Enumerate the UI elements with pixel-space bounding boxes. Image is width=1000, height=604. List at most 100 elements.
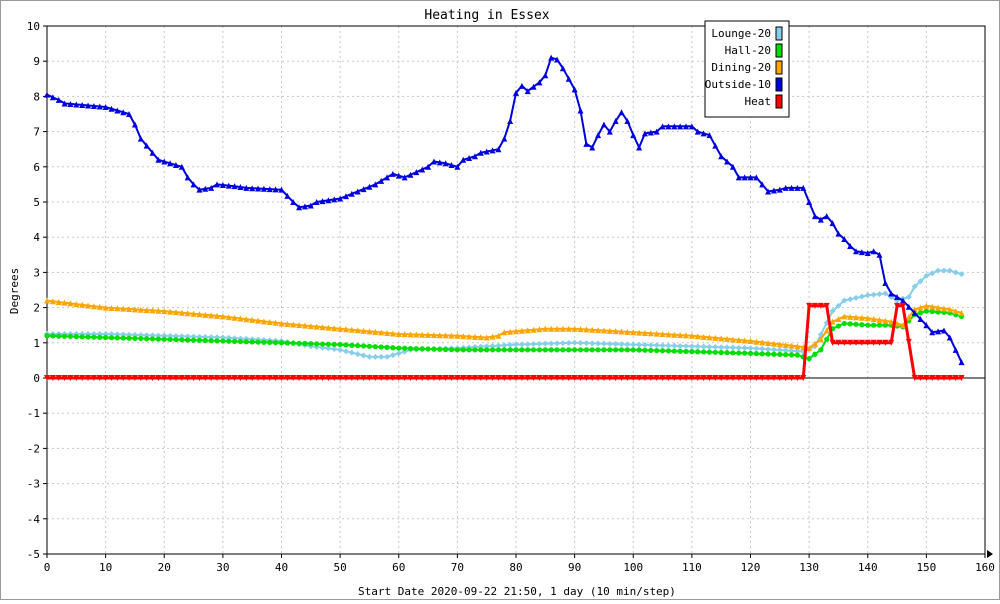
outside-10-point (44, 91, 50, 98)
dining-20-point (513, 328, 519, 335)
hall-20-point (530, 347, 537, 353)
outside-10-point (384, 174, 391, 181)
heat-point (348, 375, 355, 381)
lounge-20-point (835, 302, 842, 309)
dining-20-point (307, 323, 314, 330)
heat-point (61, 375, 68, 381)
lounge-20-point (524, 341, 531, 348)
y-tick-label: -2 (27, 442, 40, 455)
lounge-20-point (595, 340, 602, 347)
hall-20-point (290, 340, 296, 346)
hall-20-point (613, 347, 619, 353)
lounge-20-point (589, 340, 596, 347)
outside-10-point (419, 166, 426, 173)
heat-point (747, 375, 754, 381)
hall-20-point (91, 334, 97, 340)
dining-20-point (940, 305, 947, 312)
y-tick-label: 10 (27, 20, 40, 33)
outside-10-point (442, 160, 449, 167)
lounge-20-point (606, 340, 613, 347)
outside-10-point (589, 144, 596, 151)
dining-20-point (90, 303, 97, 310)
hall-20-point (489, 347, 496, 353)
outside-10-point (167, 160, 174, 167)
dining-20-point (700, 333, 707, 340)
hall-20-point (144, 336, 150, 342)
dining-20-point (888, 318, 895, 325)
hall-20-point (261, 339, 267, 345)
hall-20-point (583, 347, 589, 353)
dining-20-point (44, 297, 50, 304)
heat-point (794, 375, 801, 381)
hall-20-point (835, 323, 842, 329)
outside-10-point (770, 187, 777, 194)
outside-10-point (788, 184, 795, 191)
dining-20-point (360, 327, 367, 334)
dining-20-point (260, 318, 267, 325)
dining-20-point (864, 315, 871, 322)
dining-20-point (589, 326, 596, 333)
hall-20-point (636, 347, 642, 353)
legend-swatch (775, 60, 783, 75)
heat-point (477, 375, 484, 381)
lounge-20-point (847, 296, 854, 303)
y-tick-label: 3 (33, 266, 40, 279)
outside-10-point (483, 148, 490, 155)
hall-20-point (554, 347, 560, 353)
lounge-20-point (337, 346, 344, 353)
outside-10-point (653, 128, 660, 135)
dining-20-point (102, 304, 109, 311)
dining-20-point (483, 334, 490, 341)
outside-10-point (249, 185, 256, 192)
dining-20-point (425, 331, 432, 338)
heat-point (899, 302, 906, 309)
dining-20-point (935, 304, 942, 311)
heat-point (272, 375, 279, 381)
heat-point (817, 302, 824, 309)
dining-20-point (595, 327, 602, 334)
heat-point (788, 375, 795, 381)
heat-point (307, 375, 314, 381)
lounge-20-point (571, 339, 578, 346)
y-tick-label: -5 (27, 548, 40, 561)
lounge-20-point (641, 341, 648, 348)
outside-10-point (143, 142, 150, 149)
heat-point (905, 338, 912, 345)
heat-point (659, 375, 666, 381)
dining-20-point (729, 336, 736, 343)
heat-point (466, 375, 473, 381)
heat-point (940, 375, 947, 381)
outside-10-point (542, 72, 549, 79)
dining-20-point (618, 328, 625, 335)
hall-20-point (138, 335, 144, 342)
hall-20-point (595, 347, 601, 353)
dining-20-point (272, 319, 279, 326)
dining-20-point (196, 311, 203, 318)
hall-20-point (671, 348, 677, 354)
hall-20-point (79, 334, 85, 340)
heat-point (782, 375, 789, 381)
hall-20-point (425, 346, 431, 352)
lounge-20-point (319, 344, 326, 351)
dining-20-point (741, 337, 748, 344)
outside-10-point (55, 96, 62, 103)
series-dining-20 (44, 297, 965, 352)
dining-20-point (442, 332, 449, 339)
outside-10-point (337, 195, 344, 202)
heat-point (319, 375, 326, 381)
outside-10-point (905, 303, 912, 310)
heat-point (683, 375, 690, 381)
heat-point (266, 375, 273, 381)
lounge-20-point (747, 345, 754, 352)
x-tick-label: 10 (99, 561, 112, 574)
heat-point (44, 375, 50, 381)
outside-10-point (272, 186, 279, 193)
hall-20-point (319, 341, 326, 347)
lounge-20-point (583, 340, 590, 347)
heat-point (430, 375, 437, 381)
x-tick-label: 70 (451, 561, 464, 574)
heat-point (917, 375, 924, 381)
outside-10-point (647, 129, 654, 136)
